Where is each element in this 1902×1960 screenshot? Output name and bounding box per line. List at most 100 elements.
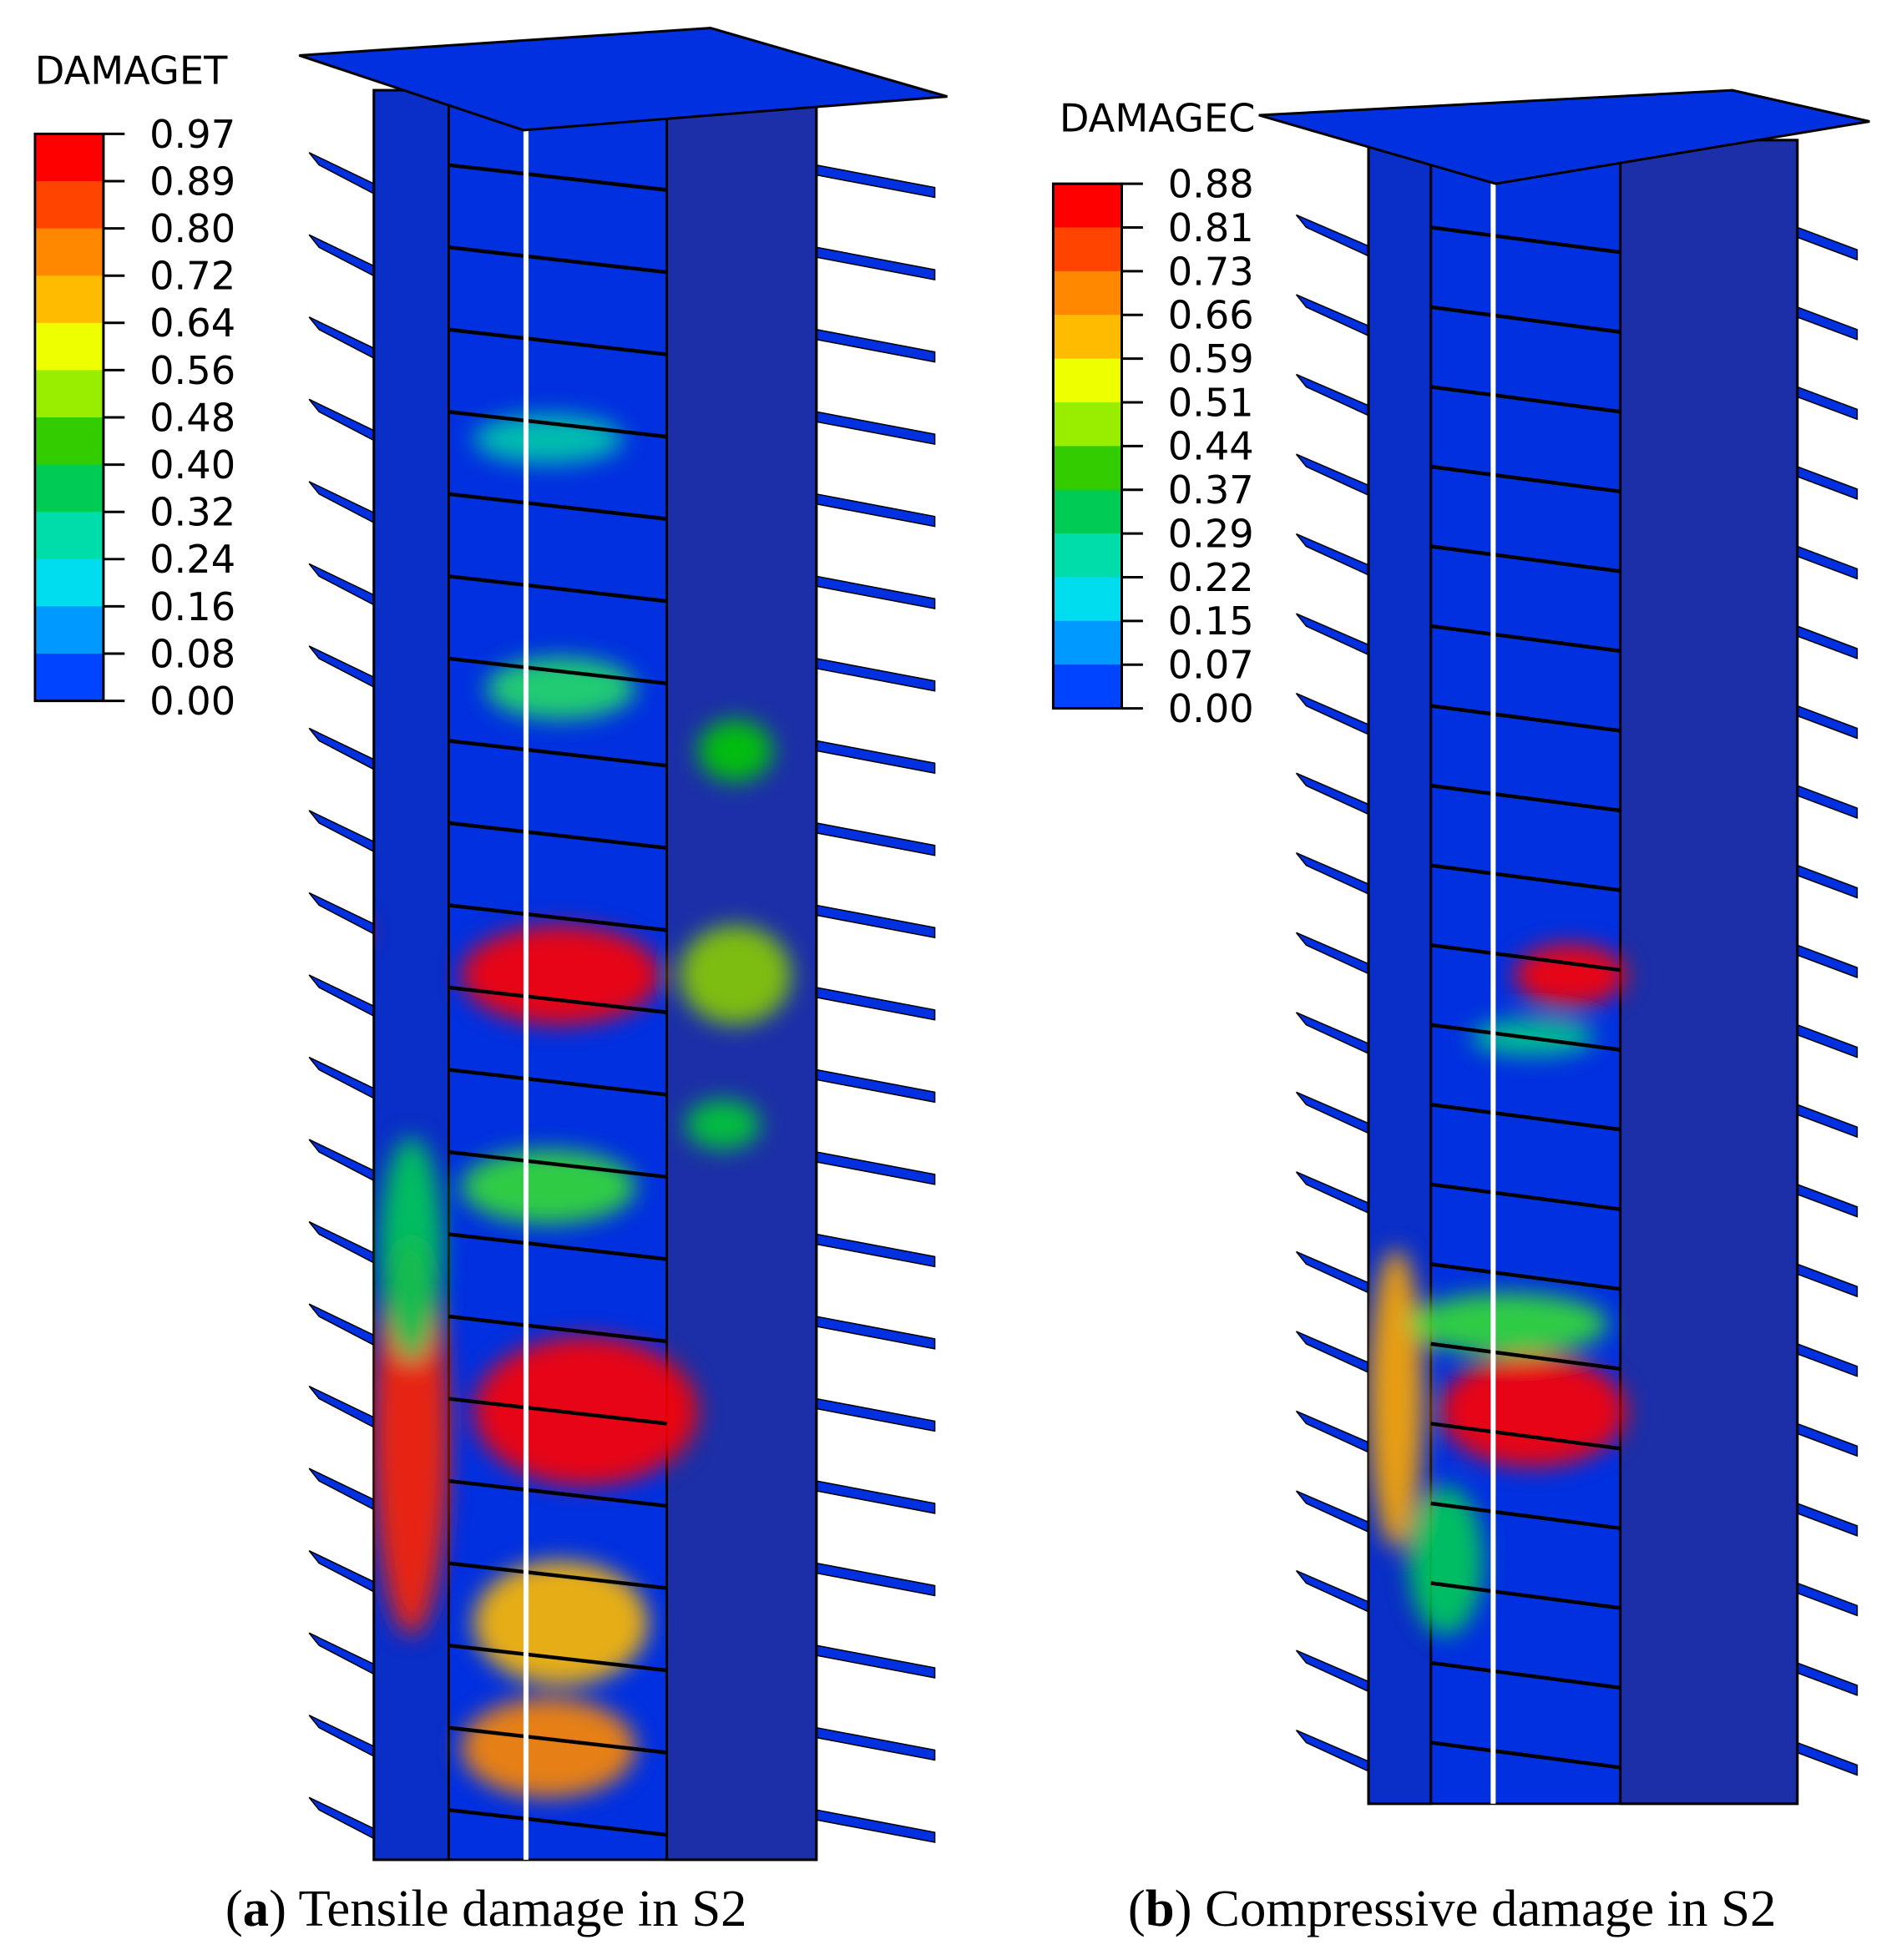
- slab-edge: [448, 574, 667, 604]
- floor-fin: [1295, 1331, 1369, 1374]
- legend-label: 0.29: [1168, 512, 1254, 557]
- slab-edge: [448, 1314, 667, 1344]
- damage-blob: [679, 925, 792, 1025]
- floor-fin: [816, 1233, 936, 1268]
- damage-blob: [1439, 1355, 1627, 1467]
- slab-edge: [1430, 1103, 1621, 1132]
- slab-edge: [1430, 1182, 1621, 1211]
- slab-edge: [1430, 1501, 1621, 1531]
- floor-fin: [816, 164, 936, 199]
- floor-fin: [1796, 624, 1859, 659]
- floor-fin: [308, 1550, 375, 1594]
- legend-band: [34, 464, 104, 513]
- floor-fin: [816, 904, 936, 939]
- floor-fin: [1796, 785, 1859, 820]
- floor-fin: [308, 645, 375, 689]
- floor-fin: [308, 152, 375, 195]
- caption: (a) Tensile damage in S2: [225, 1879, 747, 1937]
- slab-edge: [1430, 1581, 1621, 1610]
- floor-fin: [816, 657, 936, 692]
- legend-label: 0.44: [1168, 424, 1254, 469]
- floor-fin: [816, 987, 936, 1021]
- roof-slab: [1258, 88, 1870, 185]
- legend-band: [34, 606, 104, 654]
- legend-label: 0.73: [1168, 249, 1254, 294]
- legend-label: 0.24: [149, 537, 235, 582]
- floor-fin: [1796, 1342, 1859, 1377]
- legend-band: [34, 275, 104, 324]
- floor-fin: [816, 1726, 936, 1761]
- legend-band: [1053, 227, 1122, 272]
- floor-fin: [308, 892, 375, 935]
- slab-edge: [1430, 544, 1621, 573]
- floor-fin: [1796, 465, 1859, 500]
- floor-fin: [308, 563, 375, 606]
- floor-fin: [816, 1316, 936, 1350]
- floor-fin: [1295, 373, 1369, 417]
- floor-fin: [1295, 1091, 1369, 1134]
- floor-fin: [816, 1562, 936, 1597]
- damage-blob: [685, 1099, 761, 1150]
- legend-band: [34, 558, 104, 608]
- floor-fin: [1295, 1490, 1369, 1533]
- caption-open: (: [1128, 1879, 1146, 1937]
- legend-label: 0.89: [149, 159, 235, 204]
- floor-fin: [308, 1220, 375, 1265]
- floor-fin: [1796, 306, 1859, 341]
- legend-label: 0.59: [1168, 336, 1254, 381]
- slab-edge: [1430, 305, 1621, 334]
- slab-edge: [448, 1068, 667, 1097]
- legend-band: [34, 322, 104, 371]
- floor-fin: [308, 481, 375, 524]
- damage-blob: [1514, 943, 1627, 1007]
- tower: [298, 27, 948, 1861]
- slab-edge: [448, 1561, 667, 1590]
- floor-fin: [1295, 852, 1369, 896]
- damage-blob: [697, 720, 773, 782]
- caption-letter: b: [1146, 1879, 1175, 1937]
- floor-fin: [816, 1644, 936, 1679]
- legend-band: [1053, 446, 1122, 491]
- floor-fin: [1295, 533, 1369, 577]
- slab-edge: [448, 1643, 667, 1673]
- legend-band: [1053, 184, 1122, 229]
- floor-fin: [1796, 1023, 1859, 1058]
- floor-fin: [816, 1151, 936, 1185]
- slab-edge: [1430, 385, 1621, 414]
- legend-label: 0.08: [149, 631, 235, 676]
- slab-edge: [448, 163, 667, 192]
- slab-edge: [1430, 1740, 1621, 1770]
- floor-fin: [816, 1397, 936, 1432]
- legend-band: [1053, 402, 1122, 447]
- slab-edge: [448, 327, 667, 356]
- floor-fin: [1295, 692, 1369, 736]
- legend-band: [1053, 358, 1122, 403]
- floor-fin: [1796, 1741, 1859, 1776]
- floor-fin: [308, 1715, 375, 1758]
- legend-band: [1053, 577, 1122, 622]
- legend-label: 0.51: [1168, 380, 1254, 425]
- legend-label: 0.80: [149, 206, 235, 251]
- floor-fin: [308, 1632, 375, 1675]
- legend-band: [1053, 533, 1122, 578]
- slab-edge: [448, 821, 667, 850]
- floor-fin: [1295, 1649, 1369, 1693]
- legend-band: [34, 654, 104, 702]
- floor-fin: [816, 493, 936, 528]
- floor-fin: [308, 727, 375, 770]
- floor-fin: [308, 1139, 375, 1182]
- column: [1619, 139, 1799, 1806]
- floor-fin: [1295, 1250, 1369, 1294]
- floor-fin: [1295, 613, 1369, 656]
- floor-fin: [1295, 1569, 1369, 1614]
- floor-fin: [308, 974, 375, 1018]
- slab-edge: [448, 985, 667, 1015]
- legend-label: 0.00: [149, 679, 235, 724]
- legend-band: [34, 370, 104, 418]
- slab-edge: [1430, 624, 1621, 654]
- slab-edge: [448, 1149, 667, 1180]
- damage-blob: [380, 1137, 443, 1361]
- legend-label: 0.64: [149, 301, 235, 346]
- damage-blob: [1408, 1292, 1608, 1356]
- legend-band: [34, 417, 104, 466]
